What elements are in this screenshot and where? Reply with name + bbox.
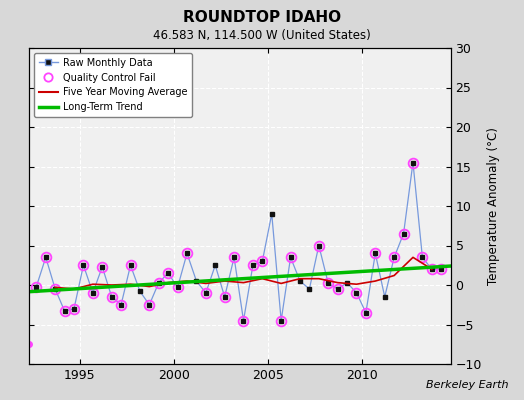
Legend: Raw Monthly Data, Quality Control Fail, Five Year Moving Average, Long-Term Tren: Raw Monthly Data, Quality Control Fail, … bbox=[34, 53, 192, 117]
Text: 46.583 N, 114.500 W (United States): 46.583 N, 114.500 W (United States) bbox=[153, 29, 371, 42]
Text: ROUNDTOP IDAHO: ROUNDTOP IDAHO bbox=[183, 10, 341, 25]
Text: Berkeley Earth: Berkeley Earth bbox=[426, 380, 508, 390]
Y-axis label: Temperature Anomaly (°C): Temperature Anomaly (°C) bbox=[487, 127, 500, 285]
